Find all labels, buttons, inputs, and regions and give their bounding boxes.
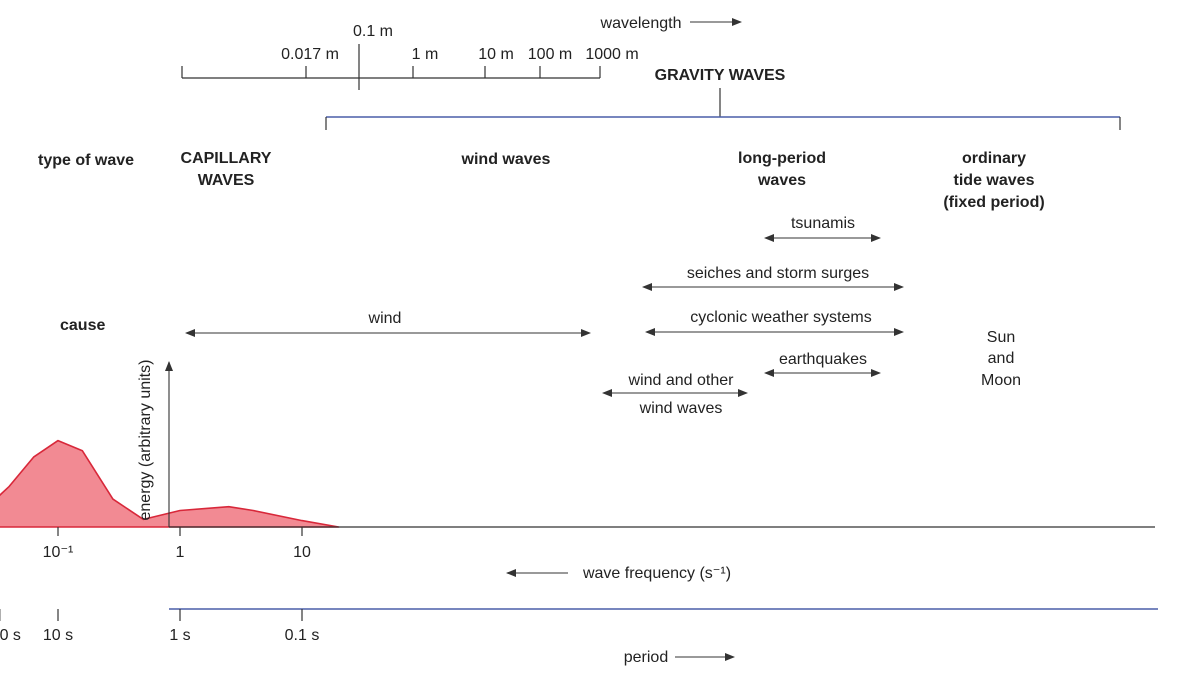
long-period-waves-label: waves bbox=[757, 172, 806, 189]
wavelength-tick-label: 1000 m bbox=[585, 46, 638, 63]
period-label: period bbox=[624, 649, 668, 666]
capillary-waves-label: WAVES bbox=[198, 172, 255, 189]
period-tick-label: 30 s bbox=[0, 627, 21, 644]
earthquakes-label: earthquakes bbox=[779, 351, 867, 368]
wavelength-tick-label: 1 m bbox=[412, 46, 439, 63]
wavelength-tick-label: 10 m bbox=[478, 46, 514, 63]
wavelength-tick-label: 100 m bbox=[528, 46, 572, 63]
sun-moon-label: Moon bbox=[981, 372, 1021, 389]
frequency-axis-label: wave frequency (s⁻¹) bbox=[582, 565, 731, 582]
wind-other-label: wind waves bbox=[639, 400, 723, 417]
tide-waves-label: tide waves bbox=[954, 172, 1035, 189]
cyclonic-label: cyclonic weather systems bbox=[690, 309, 871, 326]
tsunamis-label: tsunamis bbox=[791, 215, 855, 232]
period-ticks: 0.1 s1 s10 s30 s5 min12 hr24 hr bbox=[0, 609, 319, 644]
wavelength-tick-label: 0.017 m bbox=[281, 46, 339, 63]
long-period-waves-label: long-period bbox=[738, 150, 826, 167]
energy-axis-label: energy (arbitrary units) bbox=[137, 360, 154, 521]
capillary-waves-label: CAPILLARY bbox=[181, 150, 272, 167]
energy-spectrum-area bbox=[0, 439, 340, 528]
frequency-tick-label: 1 bbox=[176, 544, 185, 561]
wind-other-label: wind and other bbox=[628, 372, 735, 389]
sun-moon-label: Sun bbox=[987, 329, 1015, 346]
frequency-tick-label: 10⁻¹ bbox=[43, 544, 74, 561]
frequency-tick-label: 10 bbox=[293, 544, 311, 561]
period-tick-label: 0.1 s bbox=[285, 627, 320, 644]
cause-label: cause bbox=[60, 317, 105, 334]
period-tick-label: 10 s bbox=[43, 627, 73, 644]
wavelength-label: wavelength bbox=[600, 15, 682, 32]
tide-waves-label: ordinary bbox=[962, 150, 1026, 167]
wind-cause-label: wind bbox=[368, 310, 402, 327]
tide-waves-label: (fixed period) bbox=[943, 194, 1044, 211]
seiches-label: seiches and storm surges bbox=[687, 265, 869, 282]
type-of-wave-label: type of wave bbox=[38, 152, 134, 169]
wind-waves-label: wind waves bbox=[461, 151, 551, 168]
wavelength-tick-label: 0.1 m bbox=[353, 23, 393, 40]
sun-moon-label: and bbox=[988, 350, 1015, 367]
period-tick-label: 1 s bbox=[169, 627, 190, 644]
gravity-waves-heading: GRAVITY WAVES bbox=[655, 67, 786, 84]
